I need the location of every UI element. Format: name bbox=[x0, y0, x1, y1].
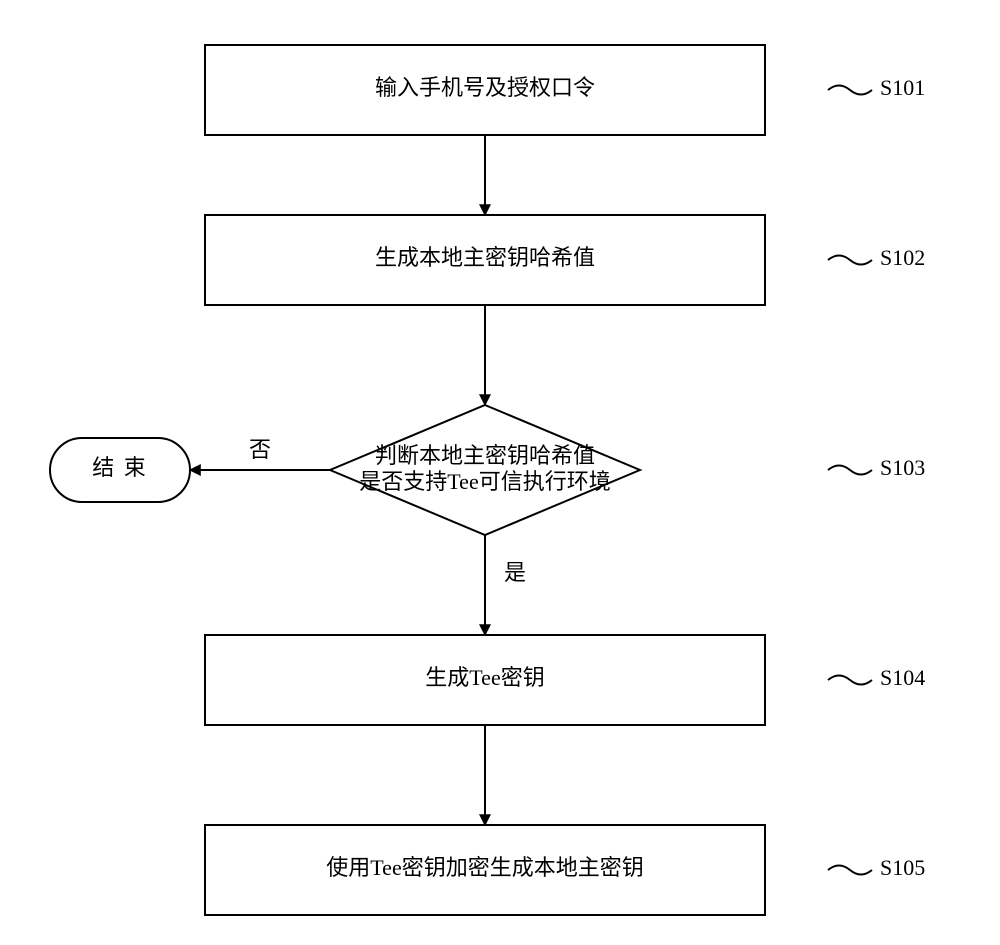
step-label-s103: S103 bbox=[880, 455, 925, 480]
node-end-label: 结 束 bbox=[92, 455, 148, 480]
node-s101-label: 输入手机号及授权口令 bbox=[375, 75, 595, 100]
node-s105-label: 使用Tee密钥加密生成本地主密钥 bbox=[326, 855, 643, 880]
node-s102-label: 生成本地主密钥哈希值 bbox=[375, 245, 595, 270]
node-s103-label2: 是否支持Tee可信执行环境 bbox=[359, 469, 610, 494]
step-connector-s104 bbox=[828, 676, 872, 685]
step-connector-s101 bbox=[828, 86, 872, 95]
node-s104-label: 生成Tee密钥 bbox=[425, 665, 544, 690]
step-connector-s102 bbox=[828, 256, 872, 265]
nodes: 输入手机号及授权口令生成本地主密钥哈希值判断本地主密钥哈希值是否支持Tee可信执… bbox=[50, 45, 765, 915]
step-label-s105: S105 bbox=[880, 855, 925, 880]
node-s105: 使用Tee密钥加密生成本地主密钥 bbox=[205, 825, 765, 915]
step-connector-s105 bbox=[828, 866, 872, 875]
step-label-s101: S101 bbox=[880, 75, 925, 100]
node-s101: 输入手机号及授权口令 bbox=[205, 45, 765, 135]
node-s104: 生成Tee密钥 bbox=[205, 635, 765, 725]
step-label-s104: S104 bbox=[880, 665, 925, 690]
edge-label-s103-end: 否 bbox=[249, 437, 271, 462]
edge-label-s103-s104: 是 bbox=[504, 560, 526, 585]
node-s102: 生成本地主密钥哈希值 bbox=[205, 215, 765, 305]
node-s103-label1: 判断本地主密钥哈希值 bbox=[375, 443, 595, 468]
step-labels: S101 S102 S103 S104 S105 bbox=[828, 75, 925, 880]
node-end: 结 束 bbox=[50, 438, 190, 502]
node-s103: 判断本地主密钥哈希值是否支持Tee可信执行环境 bbox=[330, 405, 640, 535]
step-connector-s103 bbox=[828, 466, 872, 475]
step-label-s102: S102 bbox=[880, 245, 925, 270]
